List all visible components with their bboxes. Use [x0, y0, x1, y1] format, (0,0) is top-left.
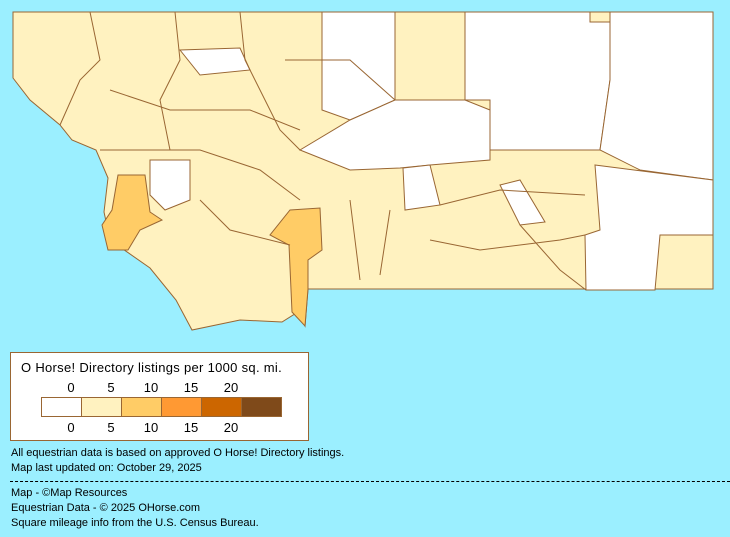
data-basis-note: All equestrian data is based on approved…	[11, 447, 345, 459]
legend-top-label: 15	[183, 380, 199, 395]
updated-note: Map last updated on: October 29, 2025	[11, 462, 202, 474]
county-lines	[59, 11, 587, 291]
montana-county-map	[12, 11, 714, 331]
counties-white	[149, 11, 714, 291]
legend-bottom-label: 10	[143, 420, 159, 435]
legend-bottom-label: 20	[223, 420, 239, 435]
legend-swatch	[202, 398, 242, 416]
legend-title: O Horse! Directory listings per 1000 sq.…	[21, 360, 283, 375]
map-credit: Map - ©Map Resources	[11, 487, 128, 499]
legend-bottom-label: 5	[107, 420, 115, 435]
legend-bottom-label: 0	[67, 420, 75, 435]
legend-swatch	[242, 398, 281, 416]
legend-top-label: 5	[107, 380, 115, 395]
counties-orange	[101, 174, 323, 328]
census-credit: Square mileage info from the U.S. Census…	[11, 517, 259, 529]
legend: O Horse! Directory listings per 1000 sq.…	[10, 352, 309, 441]
legend-bottom-label: 15	[183, 420, 199, 435]
legend-swatch	[122, 398, 162, 416]
legend-swatch	[162, 398, 202, 416]
legend-top-label: 20	[223, 380, 239, 395]
legend-color-scale	[41, 397, 282, 417]
legend-top-label: 0	[67, 380, 75, 395]
legend-top-label: 10	[143, 380, 159, 395]
legend-swatch	[82, 398, 122, 416]
data-credit: Equestrian Data - © 2025 OHorse.com	[11, 502, 201, 514]
legend-swatch	[42, 398, 82, 416]
divider	[10, 481, 730, 482]
